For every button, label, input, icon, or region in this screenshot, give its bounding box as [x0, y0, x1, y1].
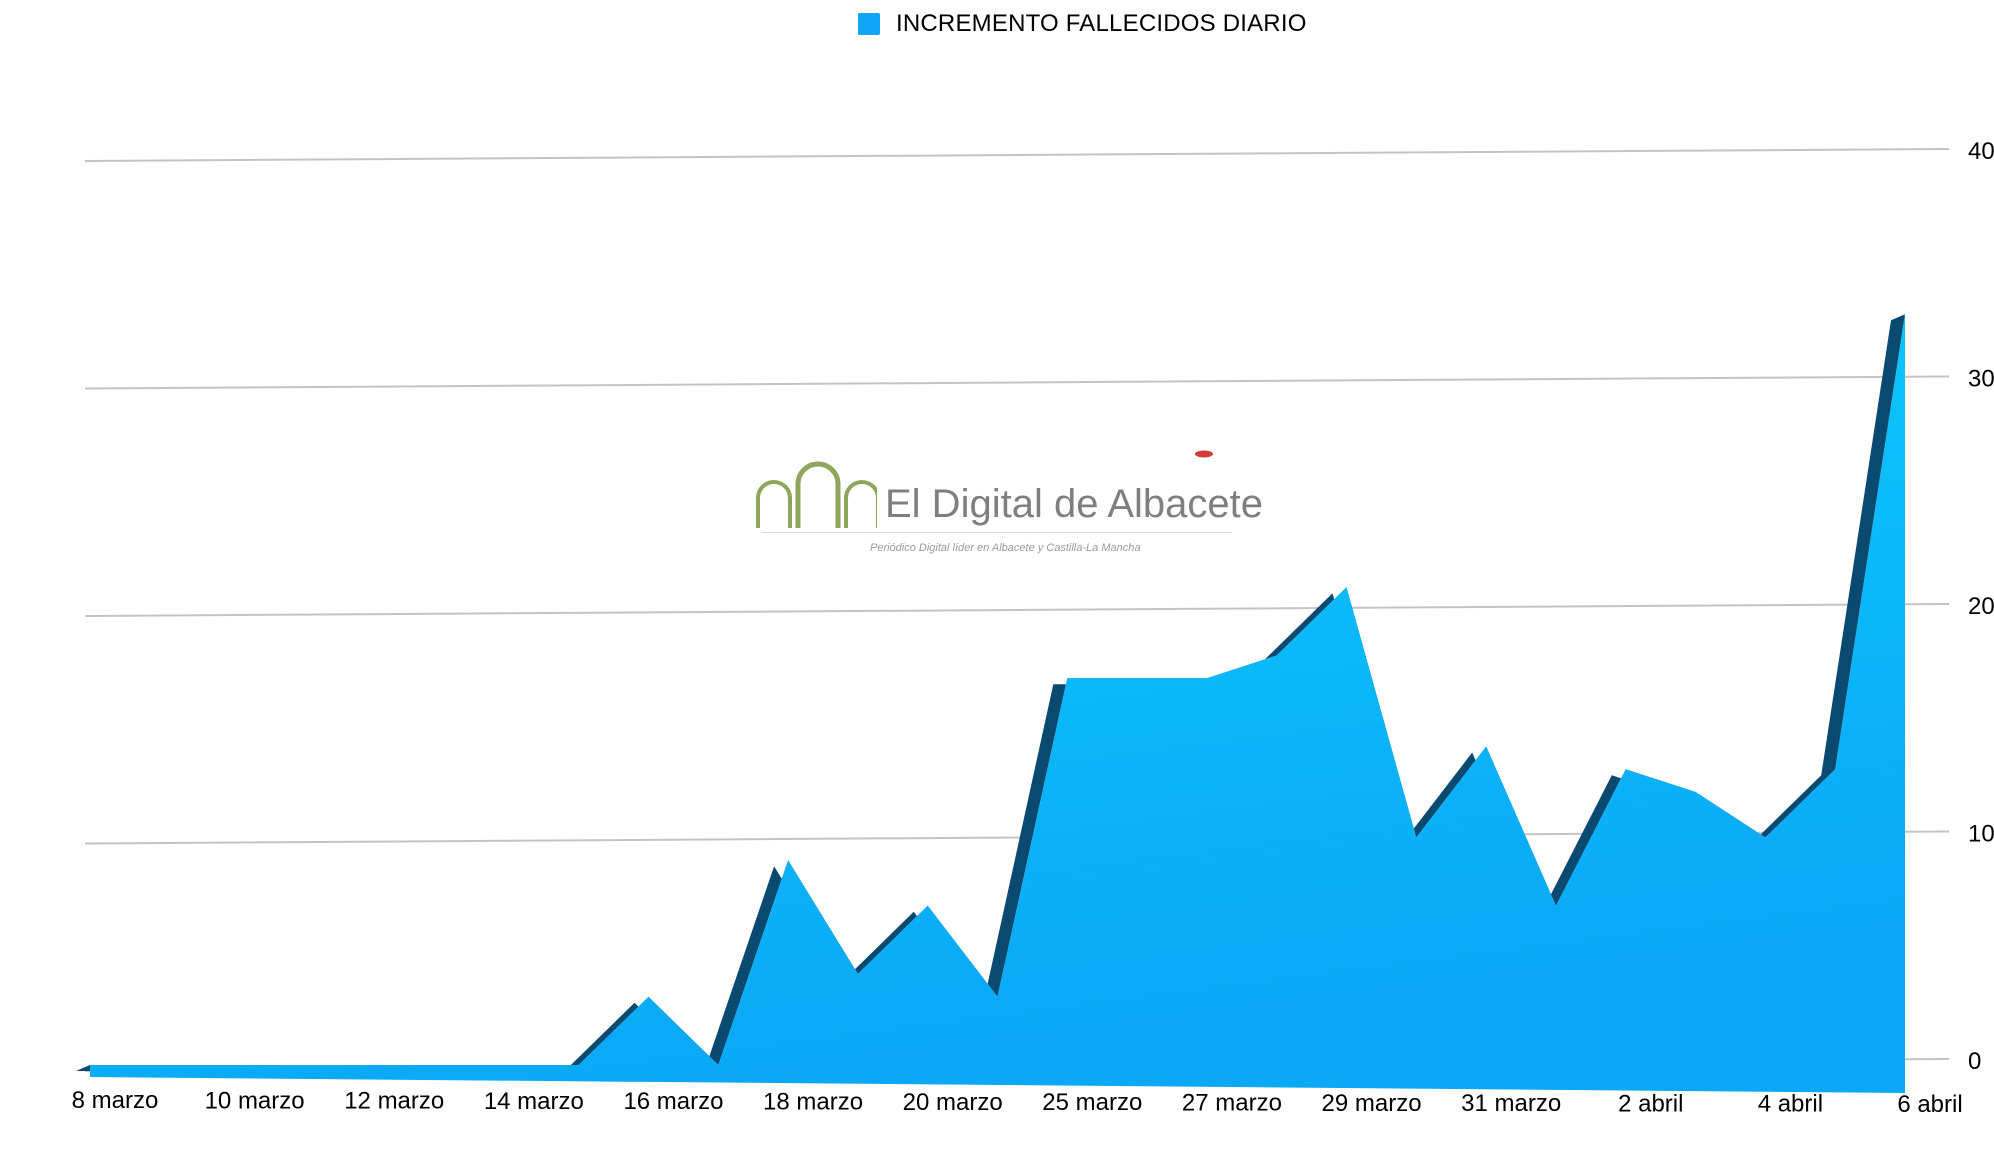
watermark-rule	[762, 532, 1232, 533]
x-tick-label: 27 marzo	[1182, 1089, 1282, 1116]
y-tick-label: 0	[1968, 1048, 1981, 1075]
gridline	[84, 603, 1946, 617]
x-tick-label: 16 marzo	[623, 1088, 723, 1115]
x-axis-ticks: 8 marzo 10 marzo 12 marzo 14 marzo 16 marzo 1…	[72, 1087, 1963, 1118]
watermark-tagline: Periódico Digital líder en Albacete y Ca…	[870, 542, 1141, 554]
watermark-name: El Digital de Albacete	[885, 482, 1264, 526]
legend: INCREMENTO FALLECIDOS DIARIO	[858, 10, 1307, 38]
x-tick-label: 29 marzo	[1322, 1090, 1422, 1117]
x-tick-label: 20 marzo	[903, 1089, 1003, 1116]
x-tick-label: 18 marzo	[763, 1089, 863, 1116]
x-tick-label: 8 marzo	[72, 1087, 159, 1114]
legend-label: INCREMENTO FALLECIDOS DIARIO	[896, 10, 1307, 37]
x-tick-label: 2 abril	[1618, 1090, 1683, 1117]
x-tick-label: 12 marzo	[344, 1088, 444, 1115]
y-tick-label: 40	[1968, 138, 1994, 165]
x-tick-label: 25 marzo	[1042, 1089, 1142, 1116]
series-area	[90, 314, 1905, 1093]
legend-swatch	[858, 13, 880, 35]
gridline	[84, 148, 1946, 162]
x-tick-label: 4 abril	[1758, 1091, 1823, 1118]
x-tick-label: 31 marzo	[1461, 1090, 1561, 1117]
x-tick-label: 14 marzo	[484, 1088, 584, 1115]
y-tick-label: 10	[1968, 821, 1994, 848]
gridline	[84, 375, 1946, 390]
watermark-logo: El Digital de Albacete Periódico Digital…	[752, 450, 1272, 560]
data-area	[90, 314, 1905, 1093]
x-tick-label: 10 marzo	[205, 1087, 305, 1114]
x-tick-label: 6 abril	[1897, 1091, 1962, 1118]
ojd-badge-icon	[1195, 450, 1213, 458]
y-tick-label: 20	[1968, 593, 1994, 620]
y-axis-ticks: 0 10 20 30 40	[1968, 138, 1994, 1075]
arches-icon	[756, 461, 877, 528]
y-tick-label: 30	[1968, 366, 1994, 393]
